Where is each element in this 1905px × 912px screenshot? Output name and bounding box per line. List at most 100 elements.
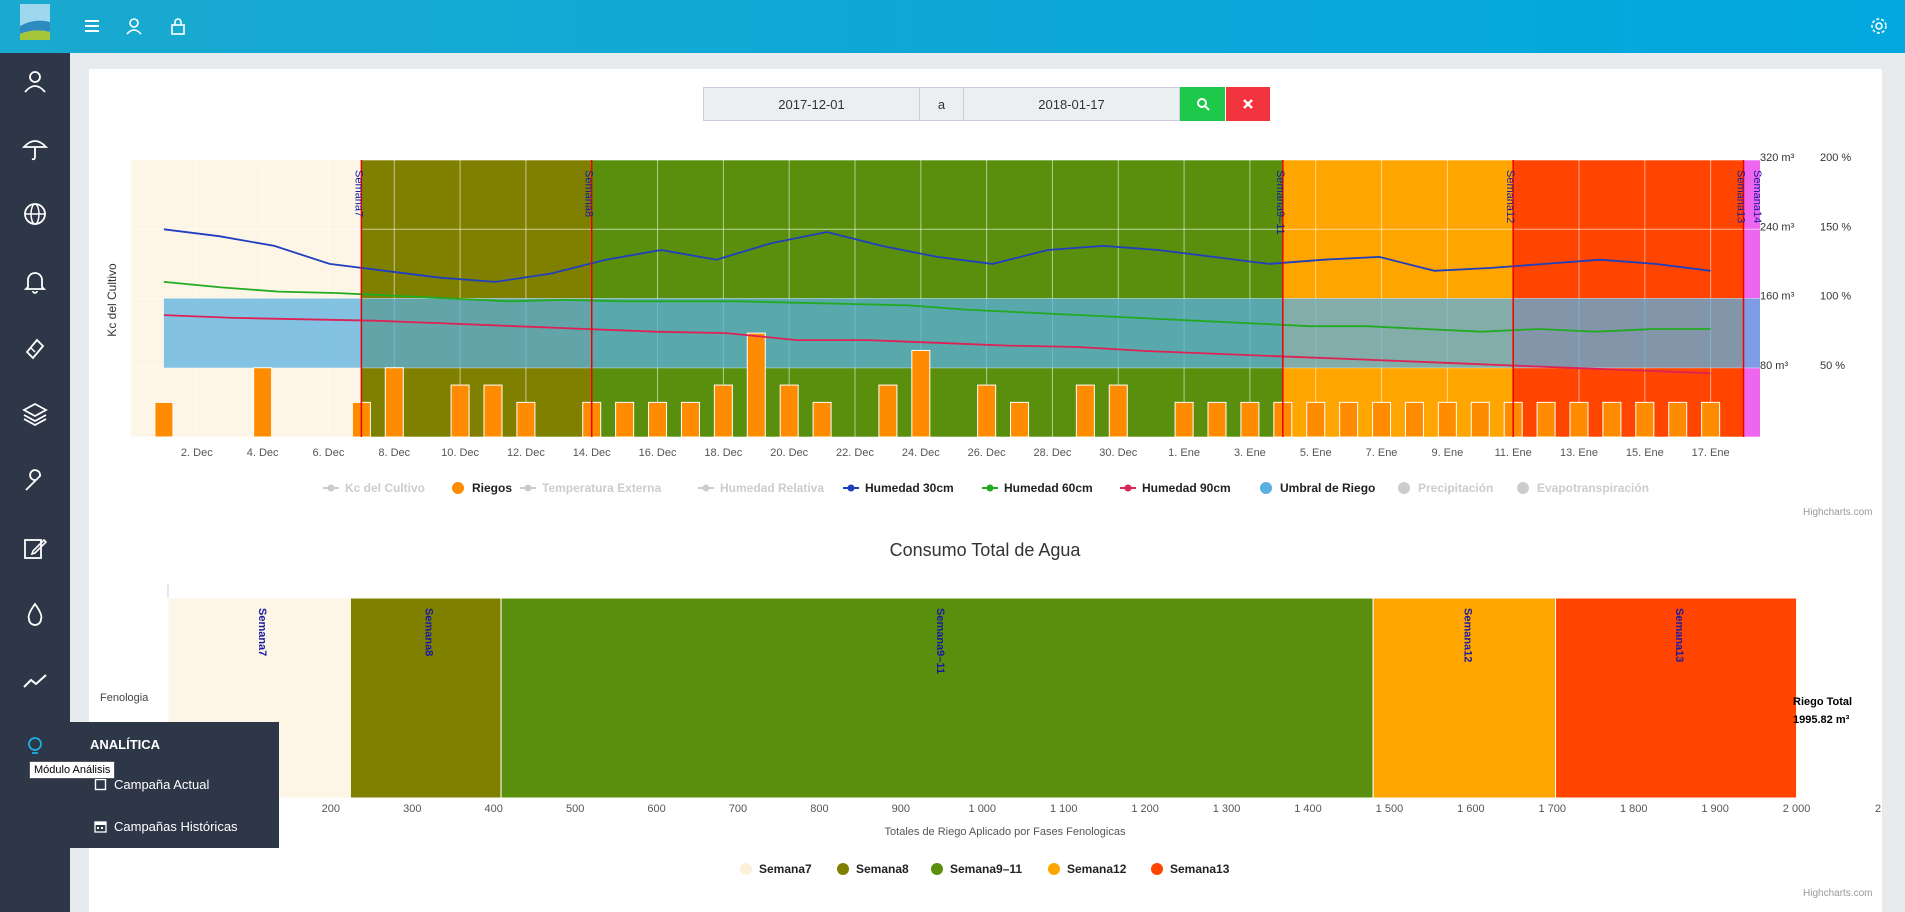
x-tick-label: 7. Ene [1366, 447, 1398, 459]
sidebar-item-alerts[interactable] [0, 253, 70, 309]
legend-item-semana8[interactable]: Semana8 [837, 862, 909, 876]
phase-bar-label: Semana13 [1673, 608, 1685, 662]
total-label: Riego Total [1793, 696, 1852, 708]
sidebar-item-layers[interactable] [0, 386, 70, 442]
x-tick-label: 1 900 [1701, 803, 1729, 815]
irrigation-bar [1372, 401, 1392, 438]
x-tick-label: 18. Dec [704, 447, 742, 459]
legend-label: Umbral de Riego [1280, 481, 1375, 495]
app-logo[interactable] [20, 4, 50, 40]
settings-icon[interactable] [1869, 16, 1889, 36]
water-consumption-chart: Consumo Total de Agua Semana7 Semana8 Seman… [100, 540, 1881, 876]
x-tick-label: 1 300 [1213, 803, 1241, 815]
irrigation-bar [1108, 384, 1128, 438]
x-tick-label: 1 000 [969, 803, 997, 815]
legend-label: Riegos [472, 481, 512, 495]
legend-symbol [1048, 863, 1060, 875]
x-tick-label: 15. Ene [1626, 447, 1664, 459]
phase-bar [349, 597, 502, 799]
x-tick-label: 300 [403, 803, 421, 815]
legend-label: Precipitación [1418, 481, 1493, 495]
legend-item-riegos[interactable]: Riegos [452, 481, 512, 495]
legend-symbol [986, 484, 994, 492]
legend-symbol [740, 863, 752, 875]
irrigation-bar [1437, 401, 1457, 438]
legend-label: Semana8 [856, 862, 909, 876]
date-to-input[interactable] [963, 87, 1180, 121]
irrigation-bar [680, 401, 700, 438]
search-icon [1196, 98, 1210, 111]
legend-item-semana13[interactable]: Semana13 [1151, 862, 1230, 876]
x-tick-label: 2 [1875, 803, 1881, 815]
chart1-credits[interactable]: Highcharts.com [1803, 507, 1873, 518]
legend-item-humedad-90cm[interactable]: Humedad 90cm [1120, 481, 1231, 495]
sidebar-item-map[interactable] [0, 186, 70, 242]
x-tick-label: 1 100 [1050, 803, 1078, 815]
lock-icon[interactable] [168, 16, 188, 36]
menu-icon[interactable] [82, 16, 102, 36]
irrigation-bar [1635, 401, 1655, 438]
sidebar-item-trends[interactable] [0, 653, 70, 709]
legend-label: Humedad 60cm [1004, 481, 1093, 495]
irrigation-bar [1306, 401, 1326, 438]
right-axis-percent-label: 200 % [1820, 152, 1851, 164]
legend-label: Semana7 [759, 862, 812, 876]
phase-bar-label: Semana8 [423, 608, 435, 656]
irrigation-bar [450, 384, 470, 438]
x-tick-label: 5. Ene [1300, 447, 1332, 459]
sidebar-item-weather[interactable] [0, 120, 70, 176]
drop-icon [27, 602, 43, 626]
x-tick-label: 10. Dec [441, 447, 479, 459]
menu-title: ANALÍTICA [90, 737, 161, 752]
legend-item-humedad-relativa[interactable]: Humedad Relativa [698, 481, 824, 495]
menu-item-historic-campaigns[interactable]: Campañas Históricas [94, 819, 238, 834]
sidebar-item-crops[interactable] [0, 320, 70, 376]
legend-symbol [327, 484, 335, 492]
x-tick-label: 600 [647, 803, 665, 815]
irrigation-bar [812, 401, 832, 438]
clear-button[interactable] [1226, 87, 1270, 121]
x-tick-label: 1. Ene [1168, 447, 1200, 459]
sidebar-item-tools[interactable] [0, 453, 70, 509]
phase-label: Semana14 [1751, 170, 1763, 223]
date-from-input[interactable] [703, 87, 920, 121]
x-tick-label: 6. Dec [313, 447, 345, 459]
chart2-credits[interactable]: Highcharts.com [1803, 888, 1873, 899]
phase-label: Semana8 [583, 170, 595, 217]
search-button[interactable] [1180, 87, 1225, 121]
legend-item-umbral-de-riego[interactable]: Umbral de Riego [1260, 481, 1375, 495]
legend-item-semana12[interactable]: Semana12 [1048, 862, 1127, 876]
legend-item-semana9–11[interactable]: Semana9–11 [931, 862, 1022, 876]
x-tick-label: 8. Dec [378, 447, 410, 459]
legend-item-humedad-30cm[interactable]: Humedad 30cm [843, 481, 954, 495]
sidebar-item-edit[interactable] [0, 520, 70, 576]
user-icon[interactable] [124, 16, 144, 36]
wrench-icon [25, 469, 41, 491]
legend-symbol [837, 863, 849, 875]
legend-item-evapotranspiración[interactable]: Evapotranspiración [1517, 481, 1649, 495]
sidebar-item-user[interactable] [0, 53, 70, 109]
right-axis-volume-label: 80 m³ [1760, 360, 1788, 372]
close-icon [1243, 99, 1253, 109]
right-axis-volume-label: 160 m³ [1760, 291, 1795, 303]
x-tick-label: 22. Dec [836, 447, 874, 459]
irrigation-bar [1240, 401, 1260, 438]
legend-item-semana7[interactable]: Semana7 [740, 862, 812, 876]
legend-item-humedad-60cm[interactable]: Humedad 60cm [982, 481, 1093, 495]
menu-item-current-campaign[interactable]: Campaña Actual [94, 777, 210, 792]
irrigation-chart: Semana7 Semana8 Semana9–11 Semana12 Semana13… [105, 152, 1851, 495]
irrigation-bar [648, 401, 668, 438]
legend-item-kc-del-cultivo[interactable]: Kc del Cultivo [323, 481, 425, 495]
sidebar-item-analysis[interactable] [0, 719, 70, 775]
legend-symbol [1517, 482, 1529, 494]
legend-item-precipitación[interactable]: Precipitación [1398, 481, 1493, 495]
menu-item-label: Campaña Actual [114, 777, 210, 792]
phase-label: Semana13 [1735, 170, 1747, 223]
moisture-line-humedad-60cm [163, 281, 1711, 333]
irrigation-bar [154, 401, 174, 438]
x-tick-label: 24. Dec [902, 447, 940, 459]
phase-label: Semana9–11 [1274, 170, 1286, 235]
legend-label: Semana12 [1067, 862, 1127, 876]
legend-item-temperatura-externa[interactable]: Temperatura Externa [520, 481, 661, 495]
sidebar-item-irrigation[interactable] [0, 586, 70, 642]
